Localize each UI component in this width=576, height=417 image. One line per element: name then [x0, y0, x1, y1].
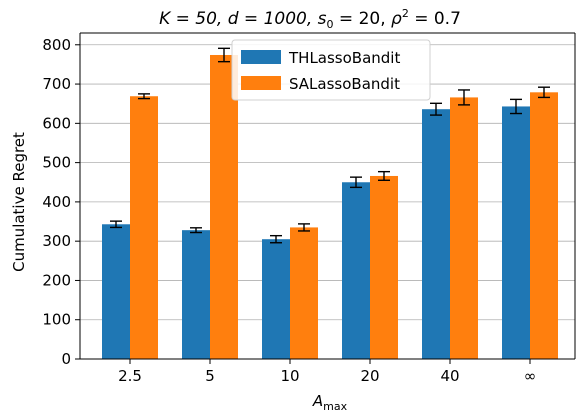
- axes: [79, 32, 576, 360]
- error-bar-thlassobandit-0: [110, 220, 122, 229]
- x-tick-label-4: 40: [440, 367, 459, 385]
- chart-title: K = 50, d = 1000, s0 = 20, ρ2 = 0.7: [159, 7, 461, 31]
- bars: [102, 54, 558, 360]
- legend-frame: [231, 39, 431, 101]
- x-tick-label-2: 10: [280, 367, 299, 385]
- error-bar-salassobandit-1: [218, 47, 230, 63]
- bar-thlassobandit-0: [102, 224, 130, 359]
- legend-label-salassobandit: SALassoBandit: [289, 75, 400, 93]
- error-bar-salassobandit-0: [138, 93, 150, 100]
- tick-labels: 0 100 200 300 400 500 600 700 800 2.5 5 10 20 40 ∞: [42, 36, 536, 385]
- x-tick-label-1: 5: [205, 367, 215, 385]
- x-axis-label: Amax: [312, 392, 348, 413]
- bar-salassobandit-2: [290, 227, 318, 359]
- bar-thlassobandit-4: [422, 109, 450, 359]
- legend-label-thlassobandit: THLassoBandit: [288, 49, 400, 67]
- bar-thlassobandit-5: [502, 106, 530, 359]
- bar-thlassobandit-2: [262, 239, 290, 359]
- y-tick-label-1: 100: [42, 311, 71, 329]
- y-tick-label-8: 800: [42, 36, 71, 54]
- error-bar-thlassobandit-3: [350, 176, 362, 189]
- y-tick-label-5: 500: [42, 154, 71, 172]
- error-bar-salassobandit-3: [378, 170, 390, 181]
- y-tick-label-7: 700: [42, 75, 71, 93]
- error-bars: [110, 47, 550, 244]
- error-bar-thlassobandit-1: [190, 227, 202, 234]
- y-tick-label-3: 300: [42, 232, 71, 250]
- error-bar-salassobandit-2: [298, 223, 310, 232]
- bar-thlassobandit-1: [182, 230, 210, 359]
- y-tick-label-4: 400: [42, 193, 71, 211]
- error-bar-thlassobandit-2: [270, 234, 282, 244]
- bar-salassobandit-3: [370, 175, 398, 359]
- bar-thlassobandit-3: [342, 182, 370, 359]
- x-tick-label-5: ∞: [524, 367, 537, 385]
- error-bar-thlassobandit-5: [510, 98, 522, 115]
- y-tick-label-0: 0: [61, 350, 71, 368]
- bar-salassobandit-4: [450, 97, 478, 359]
- error-bar-salassobandit-5: [538, 86, 550, 99]
- bar-salassobandit-0: [130, 96, 158, 359]
- legend-swatch-thlassobandit: [241, 50, 281, 64]
- x-tick-label-3: 20: [360, 367, 379, 385]
- error-bar-salassobandit-4: [458, 89, 470, 106]
- legend-swatch-salassobandit: [241, 76, 281, 90]
- y-tick-label-2: 200: [42, 271, 71, 289]
- y-axis-label: Cumulative Regret: [10, 132, 28, 272]
- x-tick-label-0: 2.5: [118, 367, 142, 385]
- bar-salassobandit-1: [210, 54, 238, 360]
- legend: THLassoBandit SALassoBandit: [231, 39, 431, 101]
- y-tick-label-6: 600: [42, 114, 71, 132]
- bar-salassobandit-5: [530, 92, 558, 359]
- error-bar-thlassobandit-4: [430, 102, 442, 116]
